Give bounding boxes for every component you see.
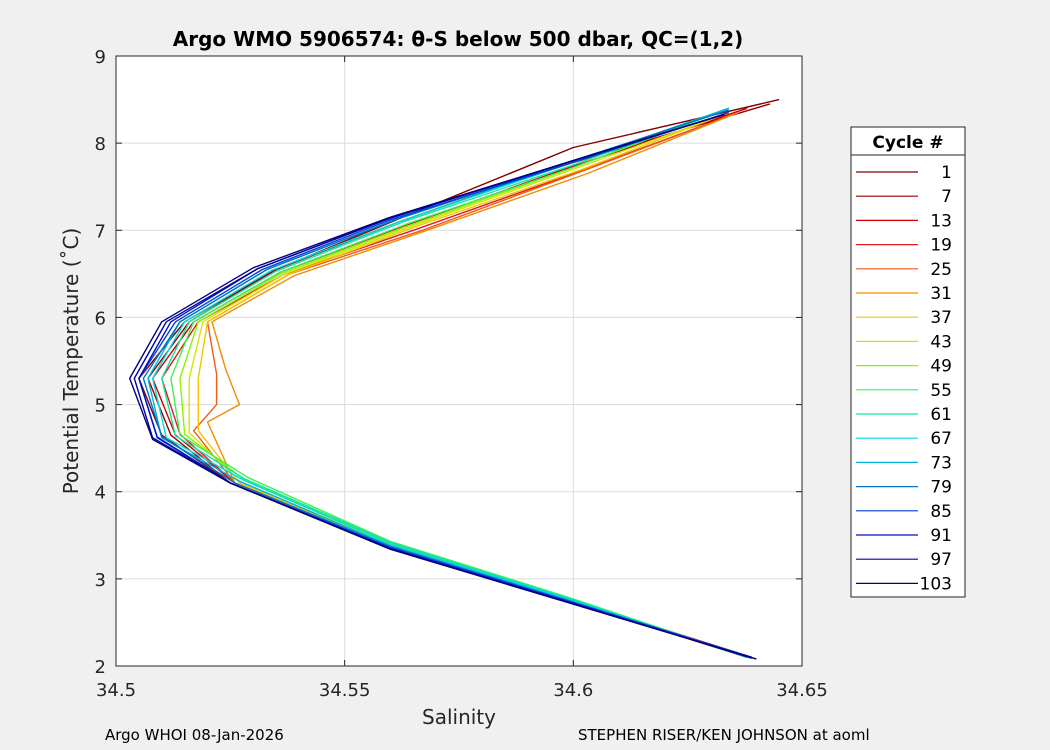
legend-label: 7	[941, 187, 952, 207]
chart-title: Argo WMO 5906574: θ-S below 500 dbar, QC…	[173, 27, 743, 51]
y-axis-label: Potential Temperature (˚C)	[59, 228, 83, 495]
plot-frame	[115, 55, 803, 667]
series-line-cycle-67	[151, 107, 748, 658]
series-line-cycle-103	[128, 113, 757, 660]
legend-box	[850, 126, 966, 598]
y-tick-label: 5	[95, 396, 106, 417]
legend-label: 85	[930, 502, 952, 522]
legend-label: 19	[930, 236, 952, 256]
x-axis-label: Salinity	[422, 705, 496, 729]
legend-title: Cycle #	[872, 133, 943, 153]
y-tick-label: 6	[95, 308, 106, 329]
x-tick-label: 34.5	[96, 680, 136, 701]
series-line-cycle-61	[160, 107, 748, 658]
legend-label: 43	[930, 332, 952, 352]
y-tick-label: 7	[95, 221, 106, 242]
x-tick-label: 34.6	[553, 680, 593, 701]
x-tick-label: 34.65	[776, 680, 828, 701]
legend-items: 1 7 13 19 25 31 37 43 49 55 61 67 73 79 85 91 97 103	[856, 163, 952, 594]
legend-label: 91	[930, 526, 952, 546]
data-series	[128, 98, 780, 660]
legend-label: 97	[930, 550, 952, 570]
legend-label: 61	[930, 405, 952, 425]
y-tick-label: 9	[95, 47, 106, 68]
legend-label: 31	[930, 284, 952, 304]
legend-label: 1	[941, 163, 952, 183]
footer-left: Argo WHOI 08-Jan-2026	[105, 726, 284, 744]
legend-label: 67	[930, 429, 952, 449]
legend-label: 25	[930, 260, 952, 280]
plot-area	[116, 56, 802, 666]
y-tick-label: 4	[95, 483, 106, 504]
legend-label: 79	[930, 478, 952, 498]
legend-label: 49	[930, 357, 952, 377]
x-tick-label: 34.55	[319, 680, 371, 701]
legend-label: 103	[920, 574, 952, 594]
series-line-cycle-55	[170, 107, 748, 658]
legend-label: 37	[930, 308, 952, 328]
footer-right: STEPHEN RISER/KEN JOHNSON at aoml	[578, 726, 870, 744]
x-axis-ticks: 34.5 34.55 34.6 34.65	[96, 56, 828, 701]
legend-label: 55	[930, 381, 952, 401]
legend-label: 13	[930, 211, 952, 231]
y-tick-label: 2	[95, 657, 106, 678]
legend: Cycle # 1 7 13 19 25 31 37 43 49 55 61 67 73 79 85 91 97…	[850, 126, 966, 598]
y-axis-ticks: 2 3 4 5 6 7 8 9	[95, 47, 802, 678]
legend-label: 73	[930, 453, 952, 473]
y-tick-label: 3	[95, 570, 106, 591]
y-tick-label: 8	[95, 134, 106, 155]
